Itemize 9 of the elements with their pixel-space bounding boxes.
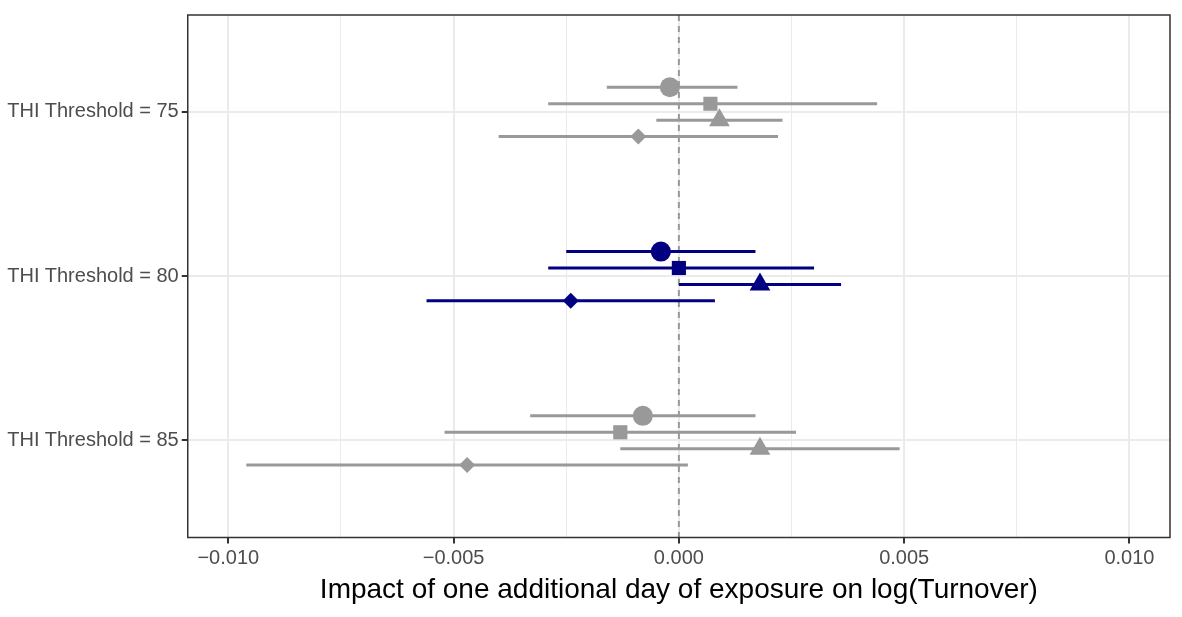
y-tick-label: THI Threshold = 85 bbox=[7, 427, 179, 450]
x-axis-title: Impact of one additional day of exposure on log(Turnover) bbox=[319, 572, 1038, 604]
x-tick-label: −0.005 bbox=[422, 545, 485, 568]
x-tick-label: 0.000 bbox=[653, 545, 704, 568]
y-tick-label: THI Threshold = 75 bbox=[7, 99, 179, 122]
y-tick-label: THI Threshold = 80 bbox=[7, 263, 179, 286]
x-tick-label: −0.010 bbox=[197, 545, 260, 568]
x-tick-label: 0.010 bbox=[1104, 545, 1155, 568]
x-tick-label: 0.005 bbox=[879, 545, 930, 568]
